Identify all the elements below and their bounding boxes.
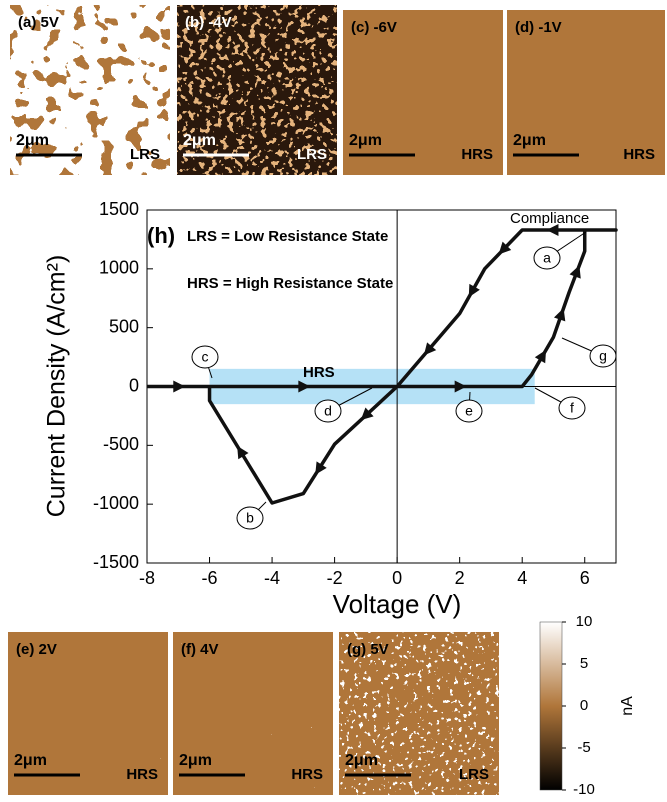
arrow-head [237, 445, 249, 460]
y-tick-label: 0 [129, 375, 139, 395]
panel-texture [8, 632, 168, 795]
state-label: HRS [623, 146, 655, 163]
callout-label: a [543, 250, 551, 266]
colorbar-tick-label: -5 [577, 739, 590, 756]
afm-panel: (c) -6V 2μm HRS [343, 10, 503, 175]
callout-label: c [202, 349, 209, 365]
annotation-text: HRS = High Resistance State [187, 275, 393, 292]
x-tick-label: 6 [580, 568, 590, 588]
arrow-head [315, 461, 327, 475]
x-tick-label: 4 [517, 568, 527, 588]
panel-tag: (h) [147, 223, 175, 248]
scale-text: 2μm [183, 132, 216, 149]
colorbar-tick-label: 5 [580, 655, 588, 672]
panel-label: (g) 5V [347, 641, 389, 658]
x-tick-label: -4 [264, 568, 280, 588]
afm-panel: (f) 4V 2μm HRS [173, 632, 333, 795]
arrow-head [546, 224, 559, 237]
state-label: HRS [461, 146, 493, 163]
y-tick-label: 1500 [99, 199, 139, 219]
x-tick-label: -2 [327, 568, 343, 588]
arrow-head [468, 283, 480, 298]
callout-label: g [599, 348, 607, 364]
panel-texture [173, 632, 333, 795]
callout-circle [533, 246, 561, 270]
afm-panel: (d) -1V 2μm HRS [507, 10, 665, 175]
annotation-text: Compliance [510, 210, 589, 227]
state-label: LRS [130, 146, 160, 163]
x-tick-label: 0 [392, 568, 402, 588]
callout-circle [236, 506, 264, 530]
y-tick-label: 500 [109, 316, 139, 336]
x-tick-label: 2 [455, 568, 465, 588]
afm-panel: (e) 2V 2μm HRS [8, 632, 168, 795]
arrow-head [569, 265, 581, 279]
panel-texture [339, 632, 499, 795]
scale-text: 2μm [179, 752, 212, 769]
colorbar-label: nA [619, 696, 636, 716]
annotation-text: LRS = Low Resistance State [187, 228, 388, 245]
colorbar-tick-label: 10 [576, 613, 593, 630]
callout-circle [191, 345, 219, 369]
afm-panel: (a) 5V 2μm LRS [10, 5, 170, 175]
panel-image [507, 10, 665, 175]
colorbar-tick-label: -10 [573, 781, 595, 798]
colorbar [539, 621, 563, 791]
arrow-head [298, 380, 311, 393]
callout-label: e [465, 403, 473, 419]
panel-label: (d) -1V [515, 19, 562, 36]
panel-label: (f) 4V [181, 641, 219, 658]
state-label: LRS [459, 766, 489, 783]
y-tick-label: -1000 [93, 493, 139, 513]
panel-texture [10, 5, 170, 175]
arrow-head [423, 342, 437, 356]
y-axis-title: Current Density (A/cm²) [43, 255, 71, 518]
callout-label: d [324, 403, 332, 419]
callout-circle [558, 396, 586, 420]
annotation-text: HRS [303, 364, 335, 381]
afm-panel: (b) -4V 2μm LRS [177, 5, 337, 175]
y-tick-label: -500 [103, 434, 139, 454]
arrow-head [498, 241, 512, 255]
x-tick-label: -6 [202, 568, 218, 588]
x-tick-label: -8 [139, 568, 155, 588]
arrow-head [454, 380, 467, 393]
callout-circle [455, 399, 483, 423]
panel-label: (e) 2V [16, 641, 57, 658]
callout-label: b [246, 510, 254, 526]
iv-curve [147, 228, 618, 505]
callout-label: f [570, 400, 574, 416]
panel-image [343, 10, 503, 175]
scale-text: 2μm [345, 752, 378, 769]
scale-text: 2μm [16, 132, 49, 149]
state-label: HRS [291, 766, 323, 783]
state-label: LRS [297, 146, 327, 163]
callout-circle [589, 344, 617, 368]
colorbar-tick-label: 0 [580, 697, 588, 714]
scale-text: 2μm [14, 752, 47, 769]
arrow-head [534, 349, 547, 364]
panel-label: (a) 5V [18, 14, 59, 31]
state-label: HRS [126, 766, 158, 783]
y-tick-label: -1500 [93, 552, 139, 572]
panel-label: (c) -6V [351, 19, 397, 36]
callout-circle [314, 399, 342, 423]
panel-label: (b) -4V [185, 14, 232, 31]
y-tick-label: 1000 [99, 258, 139, 278]
scale-text: 2μm [513, 132, 546, 149]
arrow-head [360, 407, 374, 421]
scale-text: 2μm [349, 132, 382, 149]
arrow-head [553, 308, 566, 322]
arrow-head [173, 380, 186, 393]
afm-panel: (g) 5V 2μm LRS [339, 632, 499, 795]
panel-texture [177, 5, 337, 175]
x-axis-title: Voltage (V) [333, 589, 462, 619]
